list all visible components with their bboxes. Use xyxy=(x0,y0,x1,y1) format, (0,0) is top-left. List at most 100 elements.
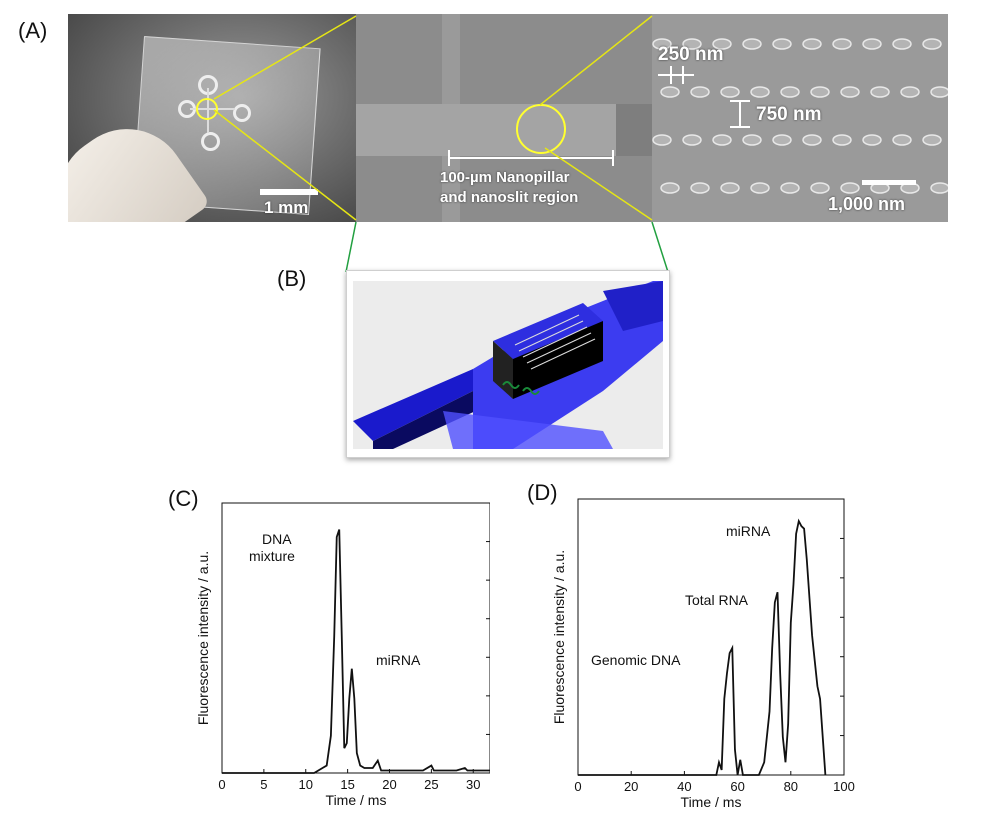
gap-marker xyxy=(682,66,684,84)
x-tick-label: 20 xyxy=(624,779,638,794)
nanopillar xyxy=(870,86,890,98)
nanopillar xyxy=(772,134,792,146)
nanopillar xyxy=(660,182,680,194)
dna-molecule xyxy=(522,387,540,395)
nanopillar xyxy=(832,38,852,50)
zoom-circle xyxy=(196,98,218,120)
nanopillar xyxy=(682,134,702,146)
sem-overview: 100-µm Nanopillar and nanoslit region xyxy=(356,14,652,222)
annotation-dna-mixture-1: DNA xyxy=(262,531,292,547)
x-axis-label: Time / ms xyxy=(326,792,387,808)
nanopillar xyxy=(750,86,770,98)
region-label-line1: 100-µm Nanopillar xyxy=(440,169,570,186)
nanopillar xyxy=(862,134,882,146)
annotation-genomic-dna: Genomic DNA xyxy=(591,652,681,668)
annotation-dna-mixture-2: mixture xyxy=(249,548,295,564)
chart-d: 0 20 40 60 80 100 Time / ms Fluorescence intens… xyxy=(551,498,855,810)
schematic-3d xyxy=(353,281,663,449)
zoom-line-green xyxy=(345,221,357,273)
channel-wall xyxy=(616,104,652,156)
nanopillar xyxy=(892,134,912,146)
nanopillar xyxy=(930,86,948,98)
nanopillar xyxy=(930,182,948,194)
nanopillar xyxy=(862,38,882,50)
nanopillar xyxy=(690,182,710,194)
panel-label-a: (A) xyxy=(18,18,48,43)
y-axis-label: Fluorescence intensity / a.u. xyxy=(551,550,567,724)
pillar-array xyxy=(652,38,948,194)
nanopillar xyxy=(652,134,672,146)
sem-scale-label: 1,000 nm xyxy=(828,194,906,214)
nanopillar xyxy=(802,134,822,146)
nanopillar xyxy=(750,182,770,194)
x-tick-label: 20 xyxy=(382,777,396,792)
nanopillar xyxy=(720,182,740,194)
plot-frame xyxy=(221,502,490,774)
x-tick-label: 80 xyxy=(784,779,798,794)
panel-label-d: (D) xyxy=(527,480,558,505)
nanopillar xyxy=(742,134,762,146)
nanopillar xyxy=(832,134,852,146)
y-axis-label: Fluorescence intensity / a.u. xyxy=(195,551,211,725)
channel-wall xyxy=(442,156,460,222)
nanopillar xyxy=(780,86,800,98)
chart-c: 0 5 10 15 20 25 30 Time / ms Fluorescence intens… xyxy=(195,502,490,808)
nanopillar xyxy=(922,134,942,146)
reservoir xyxy=(233,104,251,122)
nanopillars xyxy=(514,314,596,370)
nanopillar xyxy=(810,86,830,98)
series-line xyxy=(222,529,490,774)
panel-label-b: (B) xyxy=(277,266,307,291)
x-tick-label: 15 xyxy=(340,777,354,792)
nanopillar xyxy=(742,38,762,50)
x-tick-label: 30 xyxy=(466,777,480,792)
nanopillar xyxy=(840,86,860,98)
panel-label-c: (C) xyxy=(168,486,199,511)
region-bracket xyxy=(448,157,614,159)
annotation-total-rna: Total RNA xyxy=(685,592,749,608)
sem-closeup: 250 nm 750 nm 1,000 nm xyxy=(652,14,948,222)
reservoir xyxy=(201,132,220,151)
nanopillar xyxy=(720,86,740,98)
nanopillar xyxy=(840,182,860,194)
chip-photo: 1 mm xyxy=(68,14,356,222)
nanopillar xyxy=(892,38,912,50)
region-bracket xyxy=(612,150,614,166)
nanopillar xyxy=(772,38,792,50)
zoom-circle xyxy=(516,104,566,154)
x-tick-label: 100 xyxy=(833,779,855,794)
channel-wall xyxy=(356,104,652,156)
gap-arrow xyxy=(658,74,694,76)
nanopillar xyxy=(712,134,732,146)
series-line xyxy=(578,518,827,776)
schematic-frame xyxy=(346,270,670,458)
gap-marker xyxy=(670,66,672,84)
x-tick-label: 0 xyxy=(218,777,225,792)
annotation-mirna-c: miRNA xyxy=(376,652,421,668)
pitch-marker xyxy=(730,126,750,128)
pillar-pitch-label: 750 nm xyxy=(756,104,822,125)
nanopillar xyxy=(922,38,942,50)
nanopillar xyxy=(652,38,672,50)
x-axis-label: Time / ms xyxy=(681,794,742,810)
nanopillar xyxy=(810,182,830,194)
channel-wall xyxy=(442,14,460,104)
scale-bar-label: 1 mm xyxy=(264,198,309,217)
nanopillar xyxy=(900,86,920,98)
pitch-marker xyxy=(739,102,741,126)
x-tick-label: 40 xyxy=(677,779,691,794)
x-tick-label: 10 xyxy=(299,777,313,792)
nanopillar xyxy=(780,182,800,194)
x-tick-label: 25 xyxy=(424,777,438,792)
region-bracket xyxy=(448,150,450,166)
scale-bar xyxy=(862,180,916,185)
pitch-marker xyxy=(730,100,750,102)
x-tick-label: 5 xyxy=(260,777,267,792)
dna-molecule xyxy=(502,381,520,389)
x-tick-label: 60 xyxy=(730,779,744,794)
nanopillar xyxy=(802,38,822,50)
annotation-mirna-d: miRNA xyxy=(726,523,771,539)
scale-bar xyxy=(260,189,318,195)
pillar-gap-label: 250 nm xyxy=(658,44,724,65)
nanopillar xyxy=(690,86,710,98)
